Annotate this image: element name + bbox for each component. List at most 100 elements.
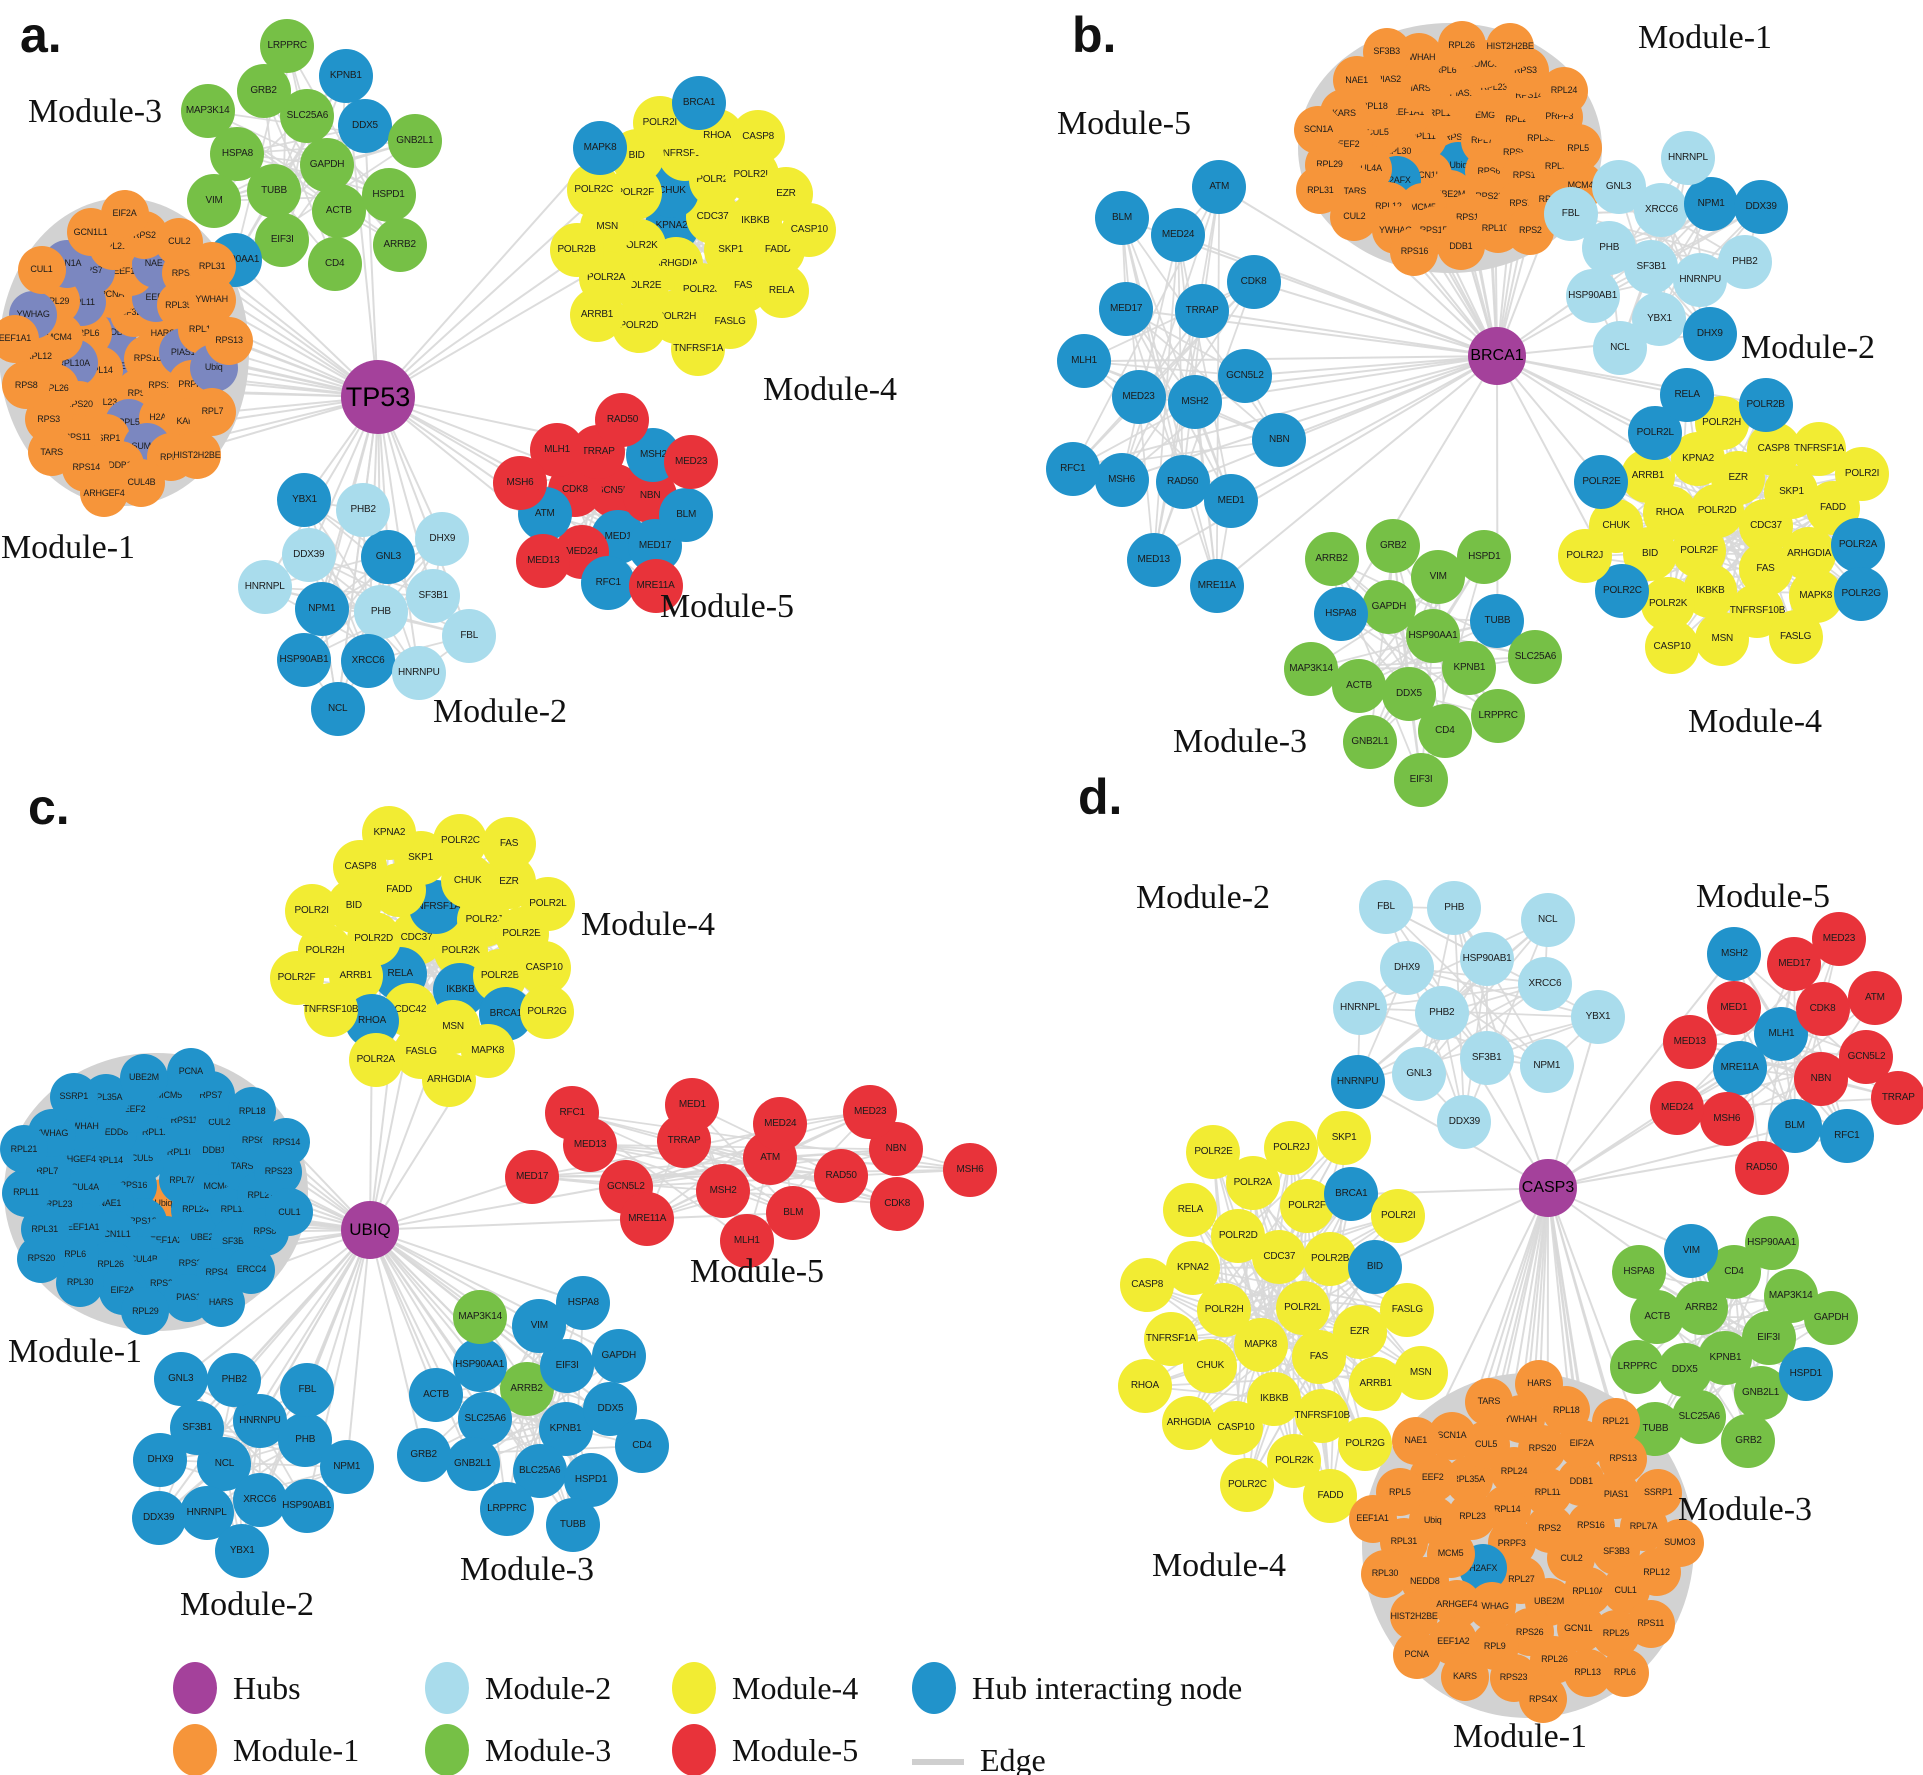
node-tnfrsf1a[interactable]: TNFRSF1A — [1143, 1312, 1198, 1367]
node-grb2[interactable]: GRB2 — [1366, 518, 1421, 573]
node-faslg[interactable]: FASLG — [1768, 610, 1823, 665]
node-tubb[interactable]: TUBB — [545, 1497, 600, 1552]
node-tars[interactable]: TARS — [1464, 1377, 1513, 1426]
node-kpna2[interactable]: KPNA2 — [362, 805, 417, 860]
node-gnl3[interactable]: GNL3 — [153, 1352, 208, 1407]
node-dhx9[interactable]: DHX9 — [415, 511, 470, 566]
node-rpl31[interactable]: RPL31 — [1296, 166, 1345, 215]
node-mapk8[interactable]: MAPK8 — [573, 121, 628, 176]
node-polr2l[interactable]: POLR2L — [1628, 405, 1683, 460]
node-msn[interactable]: MSN — [1695, 611, 1750, 666]
node-polr2d[interactable]: POLR2D — [1211, 1209, 1266, 1264]
node-nbn[interactable]: NBN — [1252, 413, 1307, 468]
node-rhoa[interactable]: RHOA — [1117, 1359, 1172, 1414]
node-ddx5[interactable]: DDX5 — [337, 99, 392, 154]
node-eif3i[interactable]: EIF3I — [1394, 752, 1449, 807]
node-med23[interactable]: MED23 — [843, 1084, 898, 1139]
node-rpl21[interactable]: RPL21 — [1591, 1397, 1640, 1446]
node-med24[interactable]: MED24 — [753, 1096, 808, 1151]
node-slc25a6[interactable]: SLC25A6 — [458, 1391, 513, 1446]
node-med1[interactable]: MED1 — [1204, 474, 1259, 529]
node-mlh1[interactable]: MLH1 — [719, 1214, 774, 1269]
node-med13[interactable]: MED13 — [516, 533, 571, 588]
node-ybx1[interactable]: YBX1 — [215, 1523, 270, 1578]
node-phb2[interactable]: PHB2 — [207, 1353, 262, 1408]
node-dhx9[interactable]: DHX9 — [1379, 940, 1434, 995]
node-rpl24[interactable]: RPL24 — [1539, 66, 1588, 115]
node-kars[interactable]: KARS — [1440, 1652, 1489, 1701]
node-sf3b3[interactable]: SF3B3 — [1362, 27, 1411, 76]
node-actb[interactable]: ACTB — [1332, 658, 1387, 713]
node-rpl30[interactable]: RPL30 — [56, 1258, 105, 1307]
node-casp10[interactable]: CASP10 — [1208, 1401, 1263, 1456]
node-mlh1[interactable]: MLH1 — [1057, 334, 1112, 389]
node-rps16[interactable]: RPS16 — [1390, 227, 1439, 276]
node-map3k14[interactable]: MAP3K14 — [180, 84, 235, 139]
node-blm[interactable]: BLM — [1095, 191, 1149, 246]
node-med1[interactable]: MED1 — [1706, 980, 1761, 1035]
node-polr2h[interactable]: POLR2H — [1197, 1283, 1252, 1338]
node-ddx5[interactable]: DDX5 — [1657, 1343, 1712, 1398]
node-hars[interactable]: HARS — [196, 1278, 245, 1327]
node-kpnb1[interactable]: KPNB1 — [318, 48, 373, 103]
node-ddx39[interactable]: DDX39 — [1437, 1095, 1492, 1150]
node-grb2[interactable]: GRB2 — [1721, 1414, 1776, 1469]
node-med1[interactable]: MED1 — [665, 1078, 720, 1133]
node-gnb2l1[interactable]: GNB2L1 — [387, 113, 442, 168]
node-eif2a[interactable]: EIF2A — [100, 189, 149, 238]
node-npm1[interactable]: NPM1 — [294, 582, 349, 637]
hub-node-casp3[interactable]: CASP3 — [1519, 1159, 1577, 1217]
node-fas[interactable]: FAS — [482, 816, 537, 871]
node-atm[interactable]: ATM — [1192, 159, 1247, 214]
node-arrb2[interactable]: ARRB2 — [372, 217, 427, 272]
node-polr2e[interactable]: POLR2E — [1186, 1125, 1241, 1180]
node-ybx1[interactable]: YBX1 — [1571, 990, 1626, 1045]
node-ncl[interactable]: NCL — [310, 681, 365, 736]
node-ezr[interactable]: EZR — [1332, 1304, 1387, 1359]
node-gnb2l1[interactable]: GNB2L1 — [445, 1437, 500, 1492]
node-pcna[interactable]: PCNA — [1392, 1630, 1441, 1679]
node-hars[interactable]: HARS — [1515, 1359, 1564, 1408]
node-blm[interactable]: BLM — [659, 487, 714, 542]
node-cul1[interactable]: CUL1 — [265, 1188, 314, 1237]
node-polr2b[interactable]: POLR2B — [1738, 377, 1793, 432]
node-med24[interactable]: MED24 — [1151, 208, 1206, 262]
node-mre11a[interactable]: MRE11A — [628, 558, 683, 613]
node-trrap[interactable]: TRRAP — [1175, 284, 1230, 339]
node-gnl3[interactable]: GNL3 — [361, 529, 416, 584]
node-med13[interactable]: MED13 — [1126, 532, 1181, 587]
node-rpl6[interactable]: RPL6 — [1600, 1648, 1649, 1697]
node-rad50[interactable]: RAD50 — [595, 392, 650, 447]
node-rps13[interactable]: RPS13 — [205, 316, 254, 365]
node-actb[interactable]: ACTB — [409, 1368, 463, 1423]
node-rpl29[interactable]: RPL29 — [121, 1287, 170, 1336]
node-gnl3[interactable]: GNL3 — [1391, 1047, 1446, 1102]
node-rad50[interactable]: RAD50 — [1155, 455, 1210, 510]
node-blm[interactable]: BLM — [766, 1185, 821, 1240]
node-ssrp1[interactable]: SSRP1 — [49, 1072, 98, 1121]
node-phb[interactable]: PHB — [1427, 881, 1482, 936]
node-hspa8[interactable]: HSPA8 — [1611, 1244, 1666, 1299]
node-phb[interactable]: PHB — [353, 585, 408, 640]
node-mre11a[interactable]: MRE11A — [1712, 1040, 1767, 1095]
node-polr2j[interactable]: POLR2J — [1557, 529, 1612, 584]
node-polr2j[interactable]: POLR2J — [1264, 1120, 1319, 1175]
node-polr2c[interactable]: POLR2C — [1220, 1457, 1275, 1512]
node-msh6[interactable]: MSH6 — [1094, 452, 1149, 507]
node-casp8[interactable]: CASP8 — [731, 110, 786, 165]
node-ncl[interactable]: NCL — [1520, 893, 1575, 948]
node-msh2[interactable]: MSH2 — [1167, 375, 1222, 430]
node-arrb2[interactable]: ARRB2 — [1304, 532, 1359, 587]
node-trrap[interactable]: TRRAP — [1871, 1071, 1923, 1126]
node-fbl[interactable]: FBL — [280, 1362, 335, 1417]
node-hsp90ab1[interactable]: HSP90AB1 — [1565, 268, 1620, 323]
node-hnrnpu[interactable]: HNRNPU — [1673, 253, 1728, 308]
node-msh2[interactable]: MSH2 — [696, 1164, 751, 1219]
node-arhgef4[interactable]: ARHGEF4 — [79, 469, 128, 518]
hub-node-tp53[interactable]: TP53 — [341, 360, 415, 434]
node-polr2g[interactable]: POLR2G — [1834, 566, 1889, 621]
hub-node-ubiq[interactable]: UBIQ — [341, 1201, 399, 1259]
node-polr2l[interactable]: POLR2L — [1275, 1281, 1330, 1336]
node-hnrnpu[interactable]: HNRNPU — [391, 645, 446, 700]
node-npm1[interactable]: NPM1 — [319, 1440, 374, 1495]
